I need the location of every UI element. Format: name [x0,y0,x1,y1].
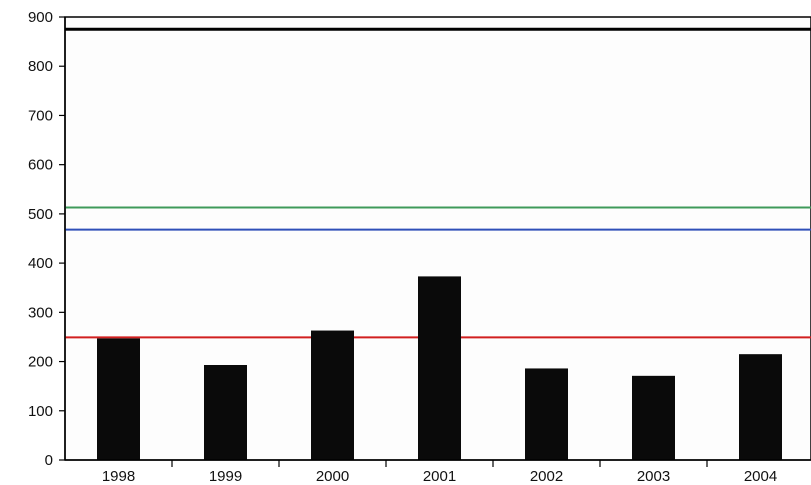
y-tick-label: 200 [28,354,53,371]
bar [739,354,782,460]
y-tick-label: 300 [28,304,53,321]
x-tick-label: 1999 [209,468,242,485]
x-tick-label: 2000 [316,468,349,485]
bar [418,276,461,460]
y-axis: 0 100 200 300 400 500 600 700 800 900 [28,9,66,469]
y-tick-label: 400 [28,255,53,272]
x-tick-label: 2004 [744,468,777,485]
bar [311,330,354,460]
reference-lines [65,27,811,339]
bar [204,365,247,460]
x-axis: 1998 1999 2000 2001 2002 2003 2004 [65,459,811,485]
x-tick-label: 1998 [102,468,135,485]
bar [632,375,675,460]
bar [97,338,140,460]
y-tick-label: 800 [28,58,53,75]
x-tick-label: 2003 [637,468,670,485]
x-tick-label: 2001 [423,468,456,485]
y-tick-label: 100 [28,403,53,420]
bar [525,368,568,460]
y-tick-label: 500 [28,206,53,223]
y-tick-label: 900 [28,9,53,26]
x-tick-label: 2002 [530,468,563,485]
y-tick-label: 700 [28,107,53,124]
y-tick-label: 0 [45,452,53,469]
bars [97,276,782,460]
y-tick-label: 600 [28,157,53,174]
